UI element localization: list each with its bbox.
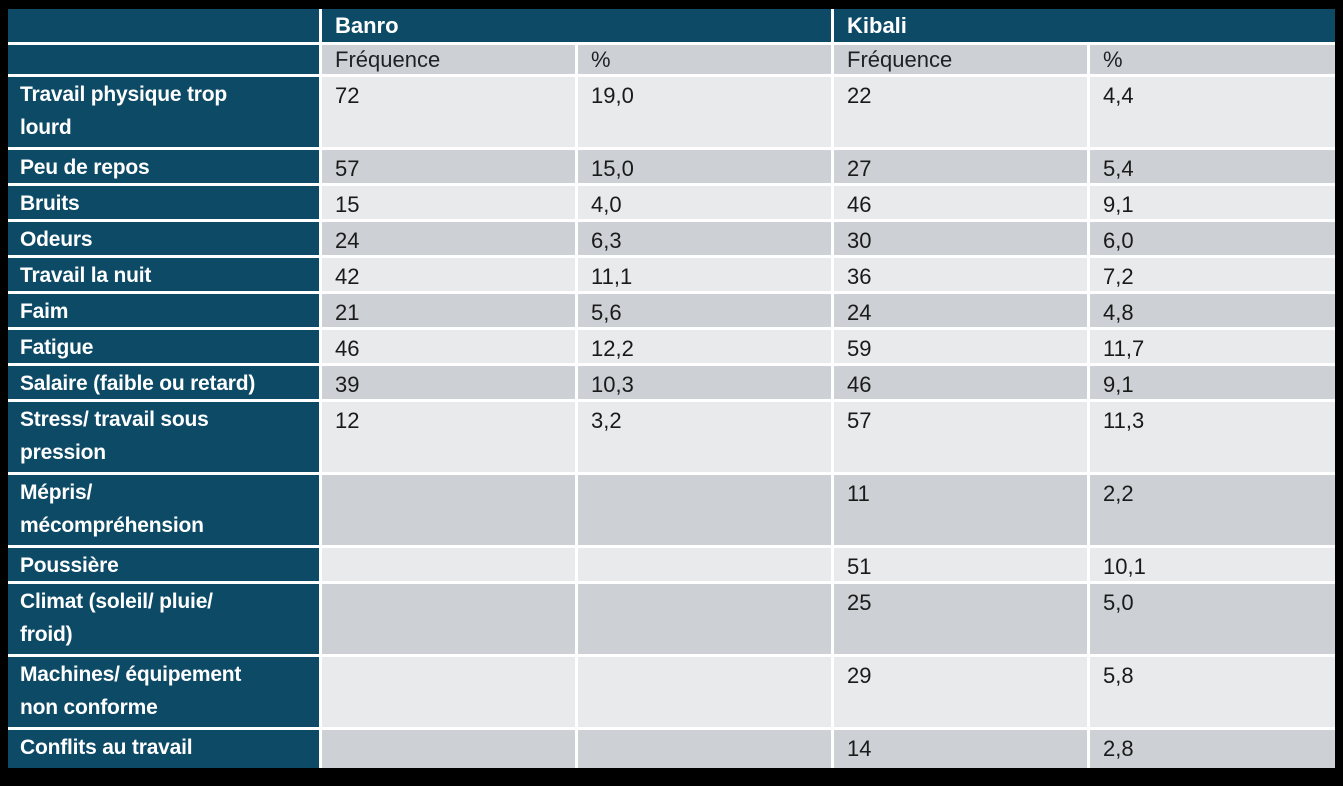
banro-percent-cell: 12,2 bbox=[578, 330, 831, 363]
kibali-percent-cell: 9,1 bbox=[1090, 366, 1335, 399]
banro-frequency-cell bbox=[322, 475, 575, 545]
banro-frequency-cell: 15 bbox=[322, 186, 575, 219]
banro-frequency-cell bbox=[322, 730, 575, 768]
banro-frequency-cell: 42 bbox=[322, 258, 575, 291]
banro-frequency-cell: 12 bbox=[322, 402, 575, 472]
kibali-frequency-cell: 36 bbox=[834, 258, 1087, 291]
kibali-frequency-cell: 51 bbox=[834, 548, 1087, 581]
banro-percent-header: % bbox=[578, 45, 831, 74]
row-label-cell: Travail la nuit bbox=[8, 258, 319, 291]
row-label-cell: Machines/ équipement non conforme bbox=[8, 657, 319, 727]
kibali-percent-cell: 5,4 bbox=[1090, 150, 1335, 183]
banro-percent-cell: 3,2 bbox=[578, 402, 831, 472]
banro-frequency-cell: 21 bbox=[322, 294, 575, 327]
row-label-cell: Peu de repos bbox=[8, 150, 319, 183]
kibali-frequency-cell: 57 bbox=[834, 402, 1087, 472]
kibali-percent-cell: 4,8 bbox=[1090, 294, 1335, 327]
row-label-cell: Mépris/ mécompréhension bbox=[8, 475, 319, 545]
kibali-percent-cell: 9,1 bbox=[1090, 186, 1335, 219]
row-label-cell: Bruits bbox=[8, 186, 319, 219]
kibali-frequency-cell: 25 bbox=[834, 584, 1087, 654]
kibali-percent-cell: 11,3 bbox=[1090, 402, 1335, 472]
group-header-kibali: Kibali bbox=[834, 9, 1335, 42]
kibali-percent-cell: 2,8 bbox=[1090, 730, 1335, 768]
banro-percent-cell: 15,0 bbox=[578, 150, 831, 183]
banro-frequency-cell: 39 bbox=[322, 366, 575, 399]
kibali-percent-cell: 7,2 bbox=[1090, 258, 1335, 291]
banro-frequency-cell bbox=[322, 657, 575, 727]
banro-frequency-cell bbox=[322, 584, 575, 654]
kibali-frequency-header: Fréquence bbox=[834, 45, 1087, 74]
kibali-frequency-cell: 29 bbox=[834, 657, 1087, 727]
banro-percent-cell: 6,3 bbox=[578, 222, 831, 255]
row-label-cell: Climat (soleil/ pluie/ froid) bbox=[8, 584, 319, 654]
banro-frequency-cell: 24 bbox=[322, 222, 575, 255]
row-label-cell: Faim bbox=[8, 294, 319, 327]
banro-percent-cell bbox=[578, 657, 831, 727]
kibali-frequency-cell: 11 bbox=[834, 475, 1087, 545]
banro-percent-cell: 4,0 bbox=[578, 186, 831, 219]
kibali-frequency-cell: 24 bbox=[834, 294, 1087, 327]
kibali-frequency-cell: 27 bbox=[834, 150, 1087, 183]
banro-percent-cell bbox=[578, 475, 831, 545]
kibali-frequency-cell: 22 bbox=[834, 77, 1087, 147]
row-label-cell: Salaire (faible ou retard) bbox=[8, 366, 319, 399]
banro-percent-cell bbox=[578, 730, 831, 768]
kibali-percent-cell: 4,4 bbox=[1090, 77, 1335, 147]
subheader-blank-cell bbox=[8, 45, 319, 74]
conditions-table: Banro Kibali Fréquence % Fréquence % Tra… bbox=[8, 9, 1335, 768]
banro-percent-cell: 11,1 bbox=[578, 258, 831, 291]
kibali-percent-header: % bbox=[1090, 45, 1335, 74]
row-label-cell: Poussière bbox=[8, 548, 319, 581]
banro-frequency-cell: 72 bbox=[322, 77, 575, 147]
banro-percent-cell bbox=[578, 584, 831, 654]
row-label-cell: Odeurs bbox=[8, 222, 319, 255]
kibali-frequency-cell: 46 bbox=[834, 366, 1087, 399]
banro-percent-cell: 5,6 bbox=[578, 294, 831, 327]
corner-blank-cell bbox=[8, 9, 319, 42]
kibali-frequency-cell: 46 bbox=[834, 186, 1087, 219]
banro-frequency-cell: 57 bbox=[322, 150, 575, 183]
kibali-percent-cell: 10,1 bbox=[1090, 548, 1335, 581]
row-label-cell: Fatigue bbox=[8, 330, 319, 363]
row-label-cell: Conflits au travail bbox=[8, 730, 319, 768]
banro-percent-cell bbox=[578, 548, 831, 581]
kibali-percent-cell: 11,7 bbox=[1090, 330, 1335, 363]
row-label-cell: Stress/ travail sous pression bbox=[8, 402, 319, 472]
banro-percent-cell: 19,0 bbox=[578, 77, 831, 147]
banro-frequency-header: Fréquence bbox=[322, 45, 575, 74]
kibali-frequency-cell: 30 bbox=[834, 222, 1087, 255]
kibali-frequency-cell: 14 bbox=[834, 730, 1087, 768]
kibali-percent-cell: 5,0 bbox=[1090, 584, 1335, 654]
banro-frequency-cell bbox=[322, 548, 575, 581]
kibali-percent-cell: 5,8 bbox=[1090, 657, 1335, 727]
kibali-frequency-cell: 59 bbox=[834, 330, 1087, 363]
banro-frequency-cell: 46 bbox=[322, 330, 575, 363]
kibali-percent-cell: 2,2 bbox=[1090, 475, 1335, 545]
banro-percent-cell: 10,3 bbox=[578, 366, 831, 399]
kibali-percent-cell: 6,0 bbox=[1090, 222, 1335, 255]
row-label-cell: Travail physique trop lourd bbox=[8, 77, 319, 147]
group-header-banro: Banro bbox=[322, 9, 831, 42]
